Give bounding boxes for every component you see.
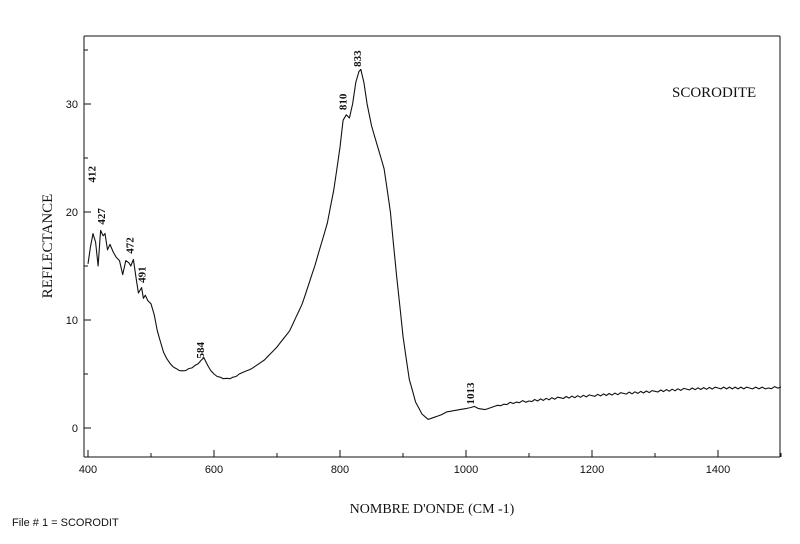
peak-label: 584 (195, 341, 207, 358)
y-tick-label: 30 (66, 99, 78, 111)
y-tick-label: 20 (66, 207, 78, 219)
peak-label: 427 (96, 208, 108, 225)
peak-label: 833 (352, 50, 364, 67)
y-axis-label: REFLECTANCE (40, 194, 56, 299)
y-axis-ticks: 0 10 20 30 (66, 49, 91, 435)
peak-label: 810 (337, 93, 349, 110)
peak-label: 412 (87, 165, 99, 182)
chart-title: SCORODITE (672, 85, 756, 101)
x-tick-label: 1200 (580, 464, 604, 476)
file-footer: File # 1 = SCORODIT (12, 517, 119, 529)
peak-label: 1013 (465, 382, 477, 405)
peak-label: 491 (136, 266, 148, 283)
x-tick-label: 400 (79, 464, 97, 476)
x-axis-label: NOMBRE D'ONDE (CM -1) (350, 502, 515, 517)
x-tick-label: 600 (205, 464, 223, 476)
x-axis-ticks: 400 600 800 1000 1200 1400 (79, 450, 782, 476)
x-tick-label: 1400 (706, 464, 730, 476)
x-tick-label: 800 (331, 464, 349, 476)
reflectance-series-line (87, 68, 782, 420)
y-tick-label: 0 (72, 423, 78, 435)
peak-label: 472 (124, 237, 136, 254)
y-tick-label: 10 (66, 315, 78, 327)
x-tick-label: 1000 (454, 464, 478, 476)
